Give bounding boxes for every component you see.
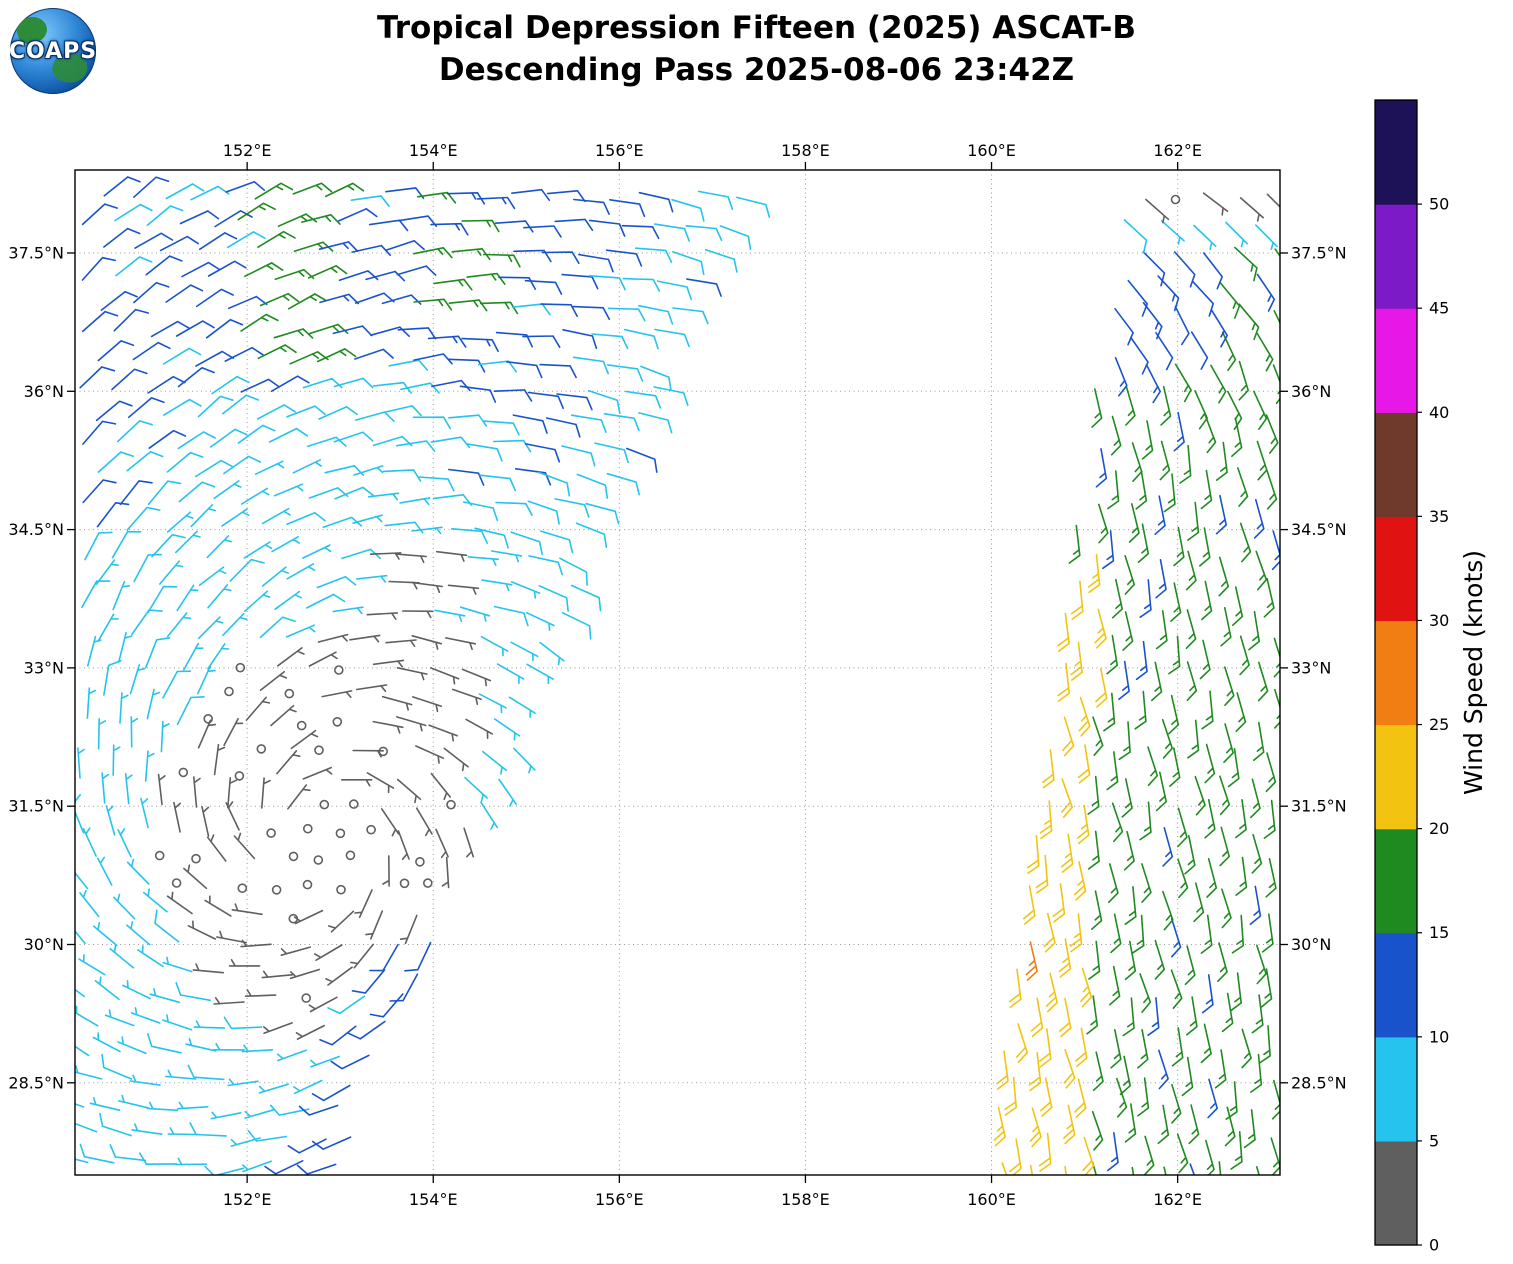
colorbar-tick-label: 10	[1429, 1027, 1449, 1046]
x-tick-label-top: 154°E	[409, 141, 458, 160]
wind-barbs-layer	[75, 176, 1280, 1175]
colorbar-segment	[1375, 412, 1417, 517]
y-tick-label-left: 28.5°N	[8, 1073, 64, 1092]
y-tick-label-right: 30°N	[1291, 935, 1331, 954]
colorbar-tick-label: 5	[1429, 1131, 1439, 1150]
y-tick-label-right: 31.5°N	[1291, 797, 1347, 816]
colorbar-tick-label: 30	[1429, 611, 1449, 630]
colorbar-segment	[1375, 932, 1417, 1038]
colorbar-segment	[1375, 204, 1417, 309]
title-line-1: Tropical Depression Fifteen (2025) ASCAT…	[377, 10, 1136, 46]
axis-tick-labels: 152°E 152°E 154°E 154°E 156°E 156°E 158°E 158°E…	[8, 141, 1346, 1209]
colorbar-tick-label: 15	[1429, 923, 1449, 942]
colorbar-segment	[1375, 1140, 1417, 1246]
y-tick-label-left: 33°N	[24, 658, 64, 677]
colorbar-outline	[1374, 99, 1418, 1246]
y-tick-label-right: 28.5°N	[1291, 1073, 1347, 1092]
x-tick-label-bottom: 162°E	[1153, 1190, 1202, 1209]
y-tick-label-left: 34.5°N	[8, 520, 64, 539]
axis-ticks	[67, 162, 1288, 1183]
x-tick-label-bottom: 154°E	[409, 1190, 458, 1209]
colorbar-segment	[1375, 620, 1417, 726]
map-frame	[74, 169, 1281, 1176]
coaps-logo: COAPS	[10, 8, 96, 94]
coaps-logo-text: COAPS	[10, 38, 96, 64]
colorbar-tick-label: 45	[1429, 299, 1449, 318]
colorbar-segment	[1375, 308, 1417, 413]
colorbar: 0 5 10 15 20 25 30 35 40 45 50 Wind Speed (knots)	[1374, 99, 1488, 1255]
y-tick-label-right: 34.5°N	[1291, 520, 1347, 539]
x-tick-label-top: 160°E	[967, 141, 1016, 160]
colorbar-axis-label: Wind Speed (knots)	[1459, 550, 1488, 795]
x-tick-label-top: 156°E	[595, 141, 644, 160]
y-tick-label-left: 36°N	[24, 382, 64, 401]
colorbar-tick-label: 0	[1429, 1236, 1439, 1255]
x-tick-label-top: 162°E	[1153, 141, 1202, 160]
x-tick-label-top: 158°E	[781, 141, 830, 160]
colorbar-segment	[1375, 516, 1417, 622]
colorbar-tick-label: 25	[1429, 715, 1449, 734]
colorbar-tick-label: 35	[1429, 507, 1449, 526]
colorbar-segment	[1375, 724, 1417, 830]
x-tick-label-bottom: 156°E	[595, 1190, 644, 1209]
x-tick-label-bottom: 152°E	[223, 1190, 272, 1209]
y-tick-label-left: 31.5°N	[8, 797, 64, 816]
y-tick-label-right: 33°N	[1291, 658, 1331, 677]
y-tick-label-left: 37.5°N	[8, 243, 64, 262]
x-tick-label-bottom: 158°E	[781, 1190, 830, 1209]
colorbar-tick-label: 50	[1429, 195, 1449, 214]
y-tick-label-right: 37.5°N	[1291, 243, 1347, 262]
y-tick-label-left: 30°N	[24, 935, 64, 954]
colorbar-segment	[1375, 1036, 1417, 1142]
x-tick-label-top: 152°E	[223, 141, 272, 160]
title-line-2: Descending Pass 2025-08-06 23:42Z	[438, 51, 1075, 88]
colorbar-tick-label: 20	[1429, 819, 1449, 838]
x-tick-label-bottom: 160°E	[967, 1190, 1016, 1209]
figure-title: Tropical Depression Fifteen (2025) ASCAT…	[0, 8, 1513, 92]
colorbar-segment	[1375, 828, 1417, 934]
y-tick-label-right: 36°N	[1291, 382, 1331, 401]
colorbar-segment	[1375, 100, 1417, 205]
colorbar-tick-label: 40	[1429, 403, 1449, 422]
